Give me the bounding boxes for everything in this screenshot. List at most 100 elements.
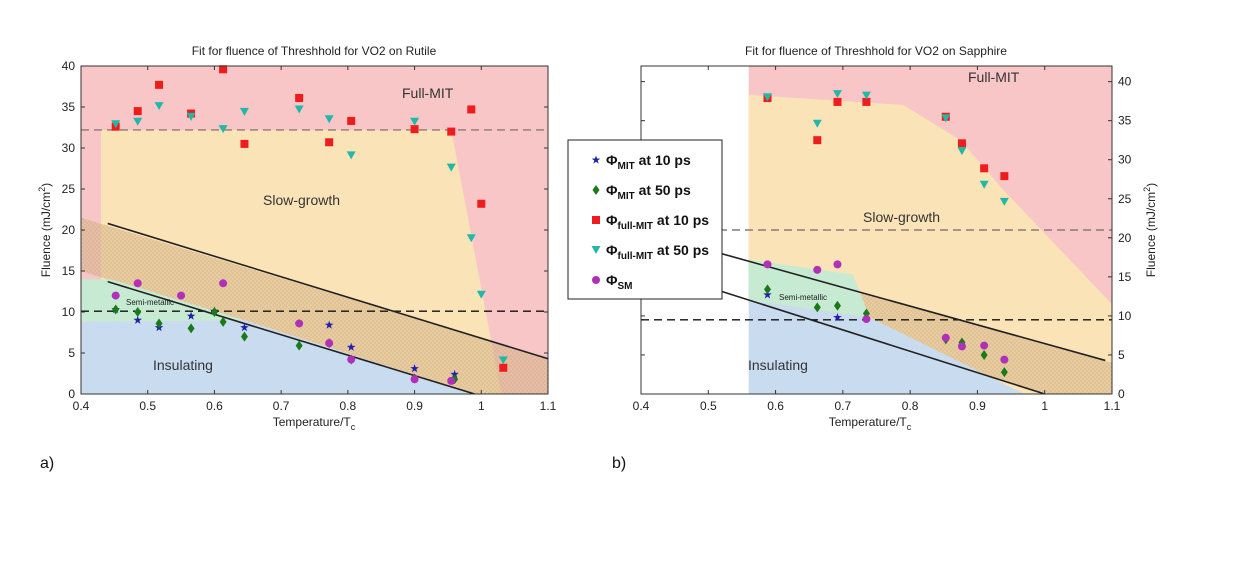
legend-label-subscript: full-MIT: [618, 251, 654, 262]
a-point-mit-10ps-5: [240, 323, 249, 332]
panel-b-data-points: [762, 90, 1009, 378]
panel-a-label: a): [40, 455, 54, 472]
b-xtick-label-6: 1: [1041, 399, 1048, 413]
a-ytick-label-6: 30: [62, 141, 76, 155]
b-point-full-mit-10ps-5: [957, 139, 966, 148]
a-point-full-mit-10ps-4: [219, 65, 228, 74]
a-point-mit-50ps-5: [219, 316, 227, 327]
legend-marker-full-mit-10ps: [592, 216, 600, 224]
a-point-full-mit-50ps-4: [218, 125, 228, 134]
a-point-full-mit-10ps-8: [347, 116, 356, 125]
a-xtick-label-2: 0.6: [206, 399, 223, 413]
a-point-full-mit-50ps-13: [498, 356, 508, 365]
panel-b-label-slow-growth: Slow-growth: [863, 209, 940, 225]
a-ytick-label-3: 15: [62, 264, 76, 278]
panel-a-xlabel-sub: c: [351, 422, 356, 432]
b-ytick-label-3: 15: [1118, 270, 1132, 284]
panel-a-xlabel: Temperature/Tc: [273, 415, 356, 432]
panel-b-ticks: 0.4 0.5 0.6 0.7 0.8 0.9 1 1.10 5 10 15 20 25 30 35 40: [633, 66, 1132, 413]
b-point-full-mit-50ps-7: [999, 197, 1009, 206]
a-ytick-label-4: 20: [62, 223, 76, 237]
a-xtick-label-7: 1.1: [540, 399, 557, 413]
legend-label-sm: ΦSM: [606, 272, 633, 292]
a-point-full-mit-50ps-9: [410, 117, 420, 126]
b-xtick-label-4: 0.8: [902, 399, 919, 413]
a-point-mit-10ps-9: [450, 369, 459, 378]
a-point-full-mit-10ps-13: [499, 363, 508, 372]
b-point-full-mit-50ps-6: [979, 180, 989, 189]
panel-b-label-full-mit: Full-MIT: [968, 69, 1020, 85]
b-point-mit-50ps-2: [833, 300, 841, 311]
a-point-full-mit-50ps-6: [294, 105, 304, 114]
b-xtick-label-1: 0.5: [700, 399, 717, 413]
b-point-full-mit-50ps-3: [861, 91, 871, 100]
b-point-mit-10ps-1: [833, 312, 842, 322]
a-point-sm-7: [410, 375, 419, 384]
panel-b-xlabel-main: Temperature/T: [829, 415, 908, 429]
b-point-sm-5: [957, 342, 966, 351]
legend-marker-sm: [592, 276, 600, 284]
b-xtick-label-3: 0.7: [835, 399, 852, 413]
a-point-mit-50ps-2: [155, 318, 163, 329]
legend-marker-full-mit-50ps: [591, 246, 601, 254]
b-point-sm-6: [980, 341, 989, 350]
panel-b-label-insulating: Insulating: [748, 357, 808, 373]
b-point-mit-50ps-7: [1000, 367, 1008, 378]
legend-label-symbol: Φ: [606, 242, 618, 258]
panel-b-ylabel-main: Fluence (mJ/cm: [1144, 192, 1158, 277]
b-ytick-label-4: 20: [1118, 231, 1132, 245]
panel-b-xlabel: Temperature/Tc: [829, 415, 912, 432]
a-fit-upper-fit: [107, 222, 548, 360]
b-ytick-label-0: 0: [1118, 387, 1125, 401]
a-point-full-mit-10ps-12: [477, 199, 486, 208]
b-point-sm-7: [1000, 355, 1009, 364]
legend-label-mit-10ps: ΦMIT at 10 ps: [606, 152, 691, 172]
a-point-mit-10ps-6: [324, 320, 334, 329]
a-point-sm-6: [347, 355, 356, 364]
legend-label-symbol: Φ: [606, 182, 618, 198]
legend-label-suffix: at 50 ps: [653, 242, 709, 258]
legend-label-full-mit-10ps: Φfull-MIT at 10 ps: [606, 212, 709, 232]
b-region-semi-metallic: [748, 259, 870, 318]
a-point-mit-50ps-6: [240, 331, 248, 342]
legend-label-subscript: full-MIT: [618, 221, 654, 232]
a-point-full-mit-50ps-10: [446, 163, 456, 172]
panel-b-label-semi-metallic: Semi-metallic: [779, 293, 827, 302]
b-fit-lower-fit: [687, 279, 1045, 394]
b-fit-upper-fit: [664, 237, 1106, 362]
b-point-full-mit-10ps-3: [862, 97, 871, 106]
a-point-full-mit-50ps-0: [111, 120, 121, 129]
a-xtick-label-0: 0.4: [73, 399, 90, 413]
b-point-mit-50ps-0: [763, 284, 771, 295]
b-point-full-mit-10ps-2: [833, 97, 842, 106]
a-point-full-mit-10ps-7: [325, 138, 334, 147]
a-point-mit-10ps-3: [186, 311, 196, 320]
a-point-full-mit-10ps-11: [467, 105, 476, 114]
a-point-mit-10ps-8: [410, 364, 419, 373]
b-ytick-label-2: 10: [1118, 309, 1132, 323]
legend-marker-mit-50ps: [592, 185, 600, 195]
a-point-full-mit-50ps-2: [154, 102, 164, 111]
b-point-sm-3: [862, 315, 871, 324]
legend-label-mit-50ps: ΦMIT at 50 ps: [606, 182, 691, 202]
panel-a-ylabel-main: Fluence (mJ/cm: [39, 192, 53, 277]
panel-a-label-insulating: Insulating: [153, 357, 213, 373]
a-point-sm-5: [325, 339, 334, 348]
a-point-full-mit-10ps-1: [133, 107, 142, 116]
b-ytick-label-6: 30: [1118, 153, 1132, 167]
a-point-full-mit-10ps-6: [295, 93, 304, 102]
legend-label-suffix: at 10 ps: [653, 212, 709, 228]
a-region-insulating: [81, 320, 475, 394]
panel-b-ylabel-sup: 2: [1142, 187, 1152, 192]
a-point-mit-50ps-3: [187, 323, 195, 334]
legend-label-suffix: at 50 ps: [635, 182, 691, 198]
panel-a-ylabel: Fluence (mJ/cm2): [37, 183, 53, 277]
panel-a-label-slow-growth: Slow-growth: [263, 192, 340, 208]
b-point-full-mit-10ps-7: [1000, 172, 1009, 181]
a-point-mit-50ps-4: [210, 307, 218, 317]
a-point-sm-8: [447, 376, 456, 385]
a-point-full-mit-10ps-5: [240, 139, 249, 148]
a-point-mit-10ps-7: [346, 342, 356, 351]
